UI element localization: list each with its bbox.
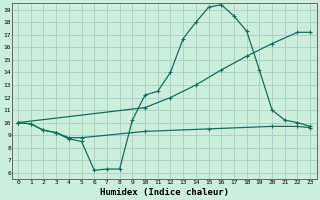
X-axis label: Humidex (Indice chaleur): Humidex (Indice chaleur) — [100, 188, 228, 197]
